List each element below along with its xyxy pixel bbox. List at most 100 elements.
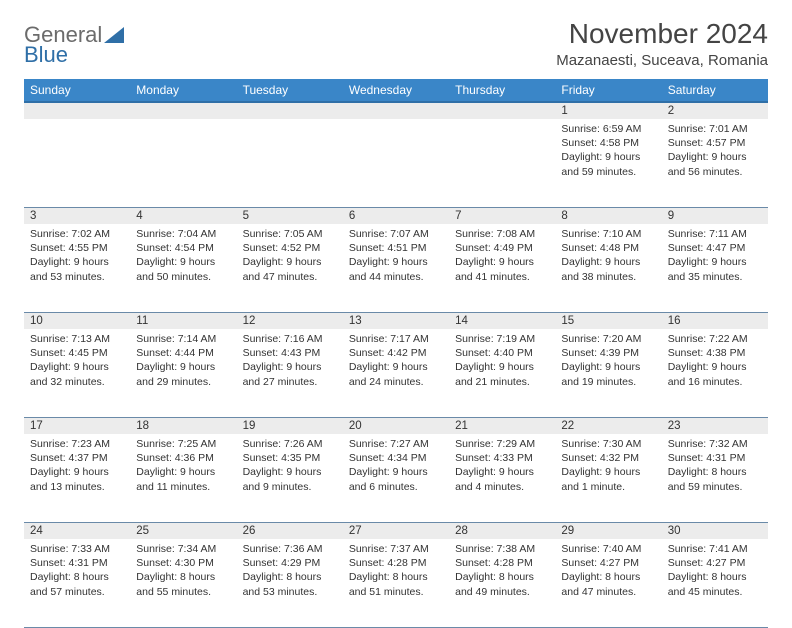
day-info-cell: Sunrise: 7:22 AMSunset: 4:38 PMDaylight:… (662, 329, 768, 417)
day-info-cell: Sunrise: 7:27 AMSunset: 4:34 PMDaylight:… (343, 434, 449, 522)
sunset-text: Sunset: 4:40 PM (455, 346, 549, 360)
sunrise-text: Sunrise: 7:05 AM (243, 227, 337, 241)
sunset-text: Sunset: 4:32 PM (561, 451, 655, 465)
daylight-text: Daylight: 9 hours and 21 minutes. (455, 360, 549, 388)
day-header: Sunday (24, 79, 130, 102)
day-number-cell (449, 102, 555, 119)
sunset-text: Sunset: 4:28 PM (455, 556, 549, 570)
day-number-cell: 18 (130, 418, 236, 435)
sunrise-text: Sunrise: 7:11 AM (668, 227, 762, 241)
daylight-text: Daylight: 8 hours and 55 minutes. (136, 570, 230, 598)
day-info-cell: Sunrise: 7:25 AMSunset: 4:36 PMDaylight:… (130, 434, 236, 522)
day-info-cell: Sunrise: 7:10 AMSunset: 4:48 PMDaylight:… (555, 224, 661, 312)
sunrise-text: Sunrise: 7:10 AM (561, 227, 655, 241)
sunset-text: Sunset: 4:47 PM (668, 241, 762, 255)
sunrise-text: Sunrise: 7:26 AM (243, 437, 337, 451)
day-number-cell (237, 102, 343, 119)
sunset-text: Sunset: 4:35 PM (243, 451, 337, 465)
day-info-row: Sunrise: 6:59 AMSunset: 4:58 PMDaylight:… (24, 119, 768, 207)
sunset-text: Sunset: 4:37 PM (30, 451, 124, 465)
day-number-cell (24, 102, 130, 119)
day-info-row: Sunrise: 7:23 AMSunset: 4:37 PMDaylight:… (24, 434, 768, 522)
daylight-text: Daylight: 9 hours and 6 minutes. (349, 465, 443, 493)
day-number-row: 17181920212223 (24, 418, 768, 435)
sunrise-text: Sunrise: 7:20 AM (561, 332, 655, 346)
day-number-row: 10111213141516 (24, 313, 768, 330)
sunrise-text: Sunrise: 7:27 AM (349, 437, 443, 451)
day-number-cell: 6 (343, 208, 449, 225)
sunrise-text: Sunrise: 7:41 AM (668, 542, 762, 556)
sunrise-text: Sunrise: 7:14 AM (136, 332, 230, 346)
day-header: Tuesday (237, 79, 343, 102)
sunset-text: Sunset: 4:38 PM (668, 346, 762, 360)
calendar-body: 12 Sunrise: 6:59 AMSunset: 4:58 PMDaylig… (24, 102, 768, 628)
sunrise-text: Sunrise: 7:37 AM (349, 542, 443, 556)
day-info-cell: Sunrise: 7:05 AMSunset: 4:52 PMDaylight:… (237, 224, 343, 312)
day-number-row: 24252627282930 (24, 523, 768, 540)
sunrise-text: Sunrise: 7:02 AM (30, 227, 124, 241)
daylight-text: Daylight: 8 hours and 45 minutes. (668, 570, 762, 598)
day-header: Monday (130, 79, 236, 102)
day-number-cell: 7 (449, 208, 555, 225)
sunrise-text: Sunrise: 7:17 AM (349, 332, 443, 346)
daylight-text: Daylight: 9 hours and 44 minutes. (349, 255, 443, 283)
title-block: November 2024 Mazanaesti, Suceava, Roman… (556, 18, 768, 69)
sunset-text: Sunset: 4:33 PM (455, 451, 549, 465)
day-info-cell: Sunrise: 7:34 AMSunset: 4:30 PMDaylight:… (130, 539, 236, 627)
day-number-cell: 9 (662, 208, 768, 225)
day-info-cell: Sunrise: 7:41 AMSunset: 4:27 PMDaylight:… (662, 539, 768, 627)
sunset-text: Sunset: 4:29 PM (243, 556, 337, 570)
day-number-cell: 27 (343, 523, 449, 540)
day-number-cell: 12 (237, 313, 343, 330)
day-info-cell: Sunrise: 7:16 AMSunset: 4:43 PMDaylight:… (237, 329, 343, 417)
day-info-cell: Sunrise: 7:02 AMSunset: 4:55 PMDaylight:… (24, 224, 130, 312)
day-number-cell: 24 (24, 523, 130, 540)
day-number-cell: 20 (343, 418, 449, 435)
day-info-cell: Sunrise: 7:38 AMSunset: 4:28 PMDaylight:… (449, 539, 555, 627)
day-number-cell: 28 (449, 523, 555, 540)
daylight-text: Daylight: 8 hours and 59 minutes. (668, 465, 762, 493)
day-info-cell: Sunrise: 7:17 AMSunset: 4:42 PMDaylight:… (343, 329, 449, 417)
day-number-cell: 5 (237, 208, 343, 225)
sunset-text: Sunset: 4:51 PM (349, 241, 443, 255)
day-header: Thursday (449, 79, 555, 102)
day-number-cell: 19 (237, 418, 343, 435)
daylight-text: Daylight: 9 hours and 38 minutes. (561, 255, 655, 283)
page-header: General November 2024 Mazanaesti, Suceav… (24, 18, 768, 69)
daylight-text: Daylight: 9 hours and 24 minutes. (349, 360, 443, 388)
day-number-cell (343, 102, 449, 119)
day-header-row: Sunday Monday Tuesday Wednesday Thursday… (24, 79, 768, 102)
daylight-text: Daylight: 8 hours and 51 minutes. (349, 570, 443, 598)
day-number-cell: 23 (662, 418, 768, 435)
sunset-text: Sunset: 4:30 PM (136, 556, 230, 570)
sunset-text: Sunset: 4:55 PM (30, 241, 124, 255)
day-number-cell: 15 (555, 313, 661, 330)
day-number-cell: 11 (130, 313, 236, 330)
sunset-text: Sunset: 4:57 PM (668, 136, 762, 150)
daylight-text: Daylight: 9 hours and 13 minutes. (30, 465, 124, 493)
daylight-text: Daylight: 9 hours and 27 minutes. (243, 360, 337, 388)
daylight-text: Daylight: 9 hours and 41 minutes. (455, 255, 549, 283)
day-number-cell: 30 (662, 523, 768, 540)
day-info-cell: Sunrise: 7:13 AMSunset: 4:45 PMDaylight:… (24, 329, 130, 417)
day-info-cell: Sunrise: 7:20 AMSunset: 4:39 PMDaylight:… (555, 329, 661, 417)
sunset-text: Sunset: 4:44 PM (136, 346, 230, 360)
day-info-cell: Sunrise: 7:23 AMSunset: 4:37 PMDaylight:… (24, 434, 130, 522)
daylight-text: Daylight: 9 hours and 56 minutes. (668, 150, 762, 178)
sunset-text: Sunset: 4:52 PM (243, 241, 337, 255)
logo-triangle-icon (104, 27, 124, 43)
day-info-cell (130, 119, 236, 207)
day-number-cell: 26 (237, 523, 343, 540)
sunrise-text: Sunrise: 7:33 AM (30, 542, 124, 556)
day-info-cell: Sunrise: 7:29 AMSunset: 4:33 PMDaylight:… (449, 434, 555, 522)
location-text: Mazanaesti, Suceava, Romania (556, 52, 768, 69)
day-info-cell: Sunrise: 7:26 AMSunset: 4:35 PMDaylight:… (237, 434, 343, 522)
page-title: November 2024 (556, 18, 768, 50)
sunset-text: Sunset: 4:34 PM (349, 451, 443, 465)
sunrise-text: Sunrise: 7:38 AM (455, 542, 549, 556)
day-number-cell: 8 (555, 208, 661, 225)
sunrise-text: Sunrise: 7:08 AM (455, 227, 549, 241)
sunrise-text: Sunrise: 7:40 AM (561, 542, 655, 556)
day-info-cell (237, 119, 343, 207)
sunset-text: Sunset: 4:27 PM (668, 556, 762, 570)
